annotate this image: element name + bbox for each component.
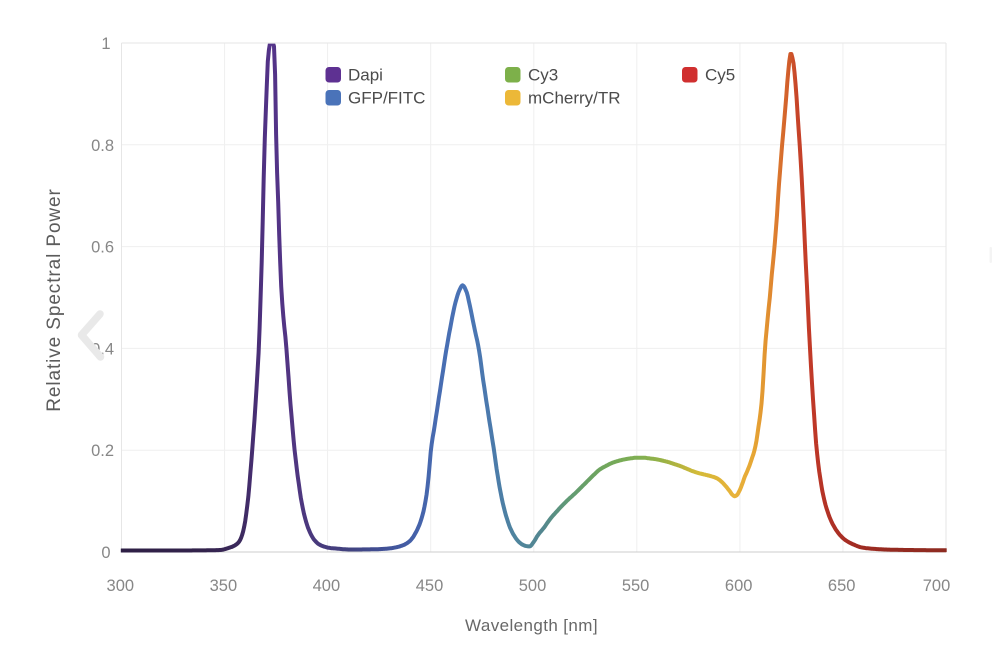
svg-text:0.8: 0.8: [91, 137, 114, 155]
svg-text:0.2: 0.2: [91, 442, 114, 460]
svg-text:450: 450: [416, 577, 444, 595]
svg-text:GFP/FITC: GFP/FITC: [348, 89, 425, 108]
svg-text:350: 350: [210, 577, 238, 595]
svg-text:Cy3: Cy3: [528, 66, 558, 85]
svg-text:1: 1: [101, 35, 110, 53]
svg-text:mCherry/TR: mCherry/TR: [528, 89, 621, 108]
svg-text:Dapi: Dapi: [348, 66, 383, 85]
svg-text:0.6: 0.6: [91, 239, 114, 257]
svg-text:Wavelength [nm]: Wavelength [nm]: [465, 616, 598, 635]
svg-text:400: 400: [313, 577, 341, 595]
svg-text:0: 0: [101, 544, 110, 562]
svg-text:300: 300: [107, 577, 135, 595]
svg-text:Cy5: Cy5: [705, 66, 735, 85]
svg-text:600: 600: [725, 577, 753, 595]
svg-text:500: 500: [519, 577, 547, 595]
svg-text:Relative Spectral Power: Relative Spectral Power: [44, 188, 65, 411]
svg-text:550: 550: [622, 577, 650, 595]
svg-text:650: 650: [828, 577, 856, 595]
svg-text:700: 700: [923, 577, 951, 595]
